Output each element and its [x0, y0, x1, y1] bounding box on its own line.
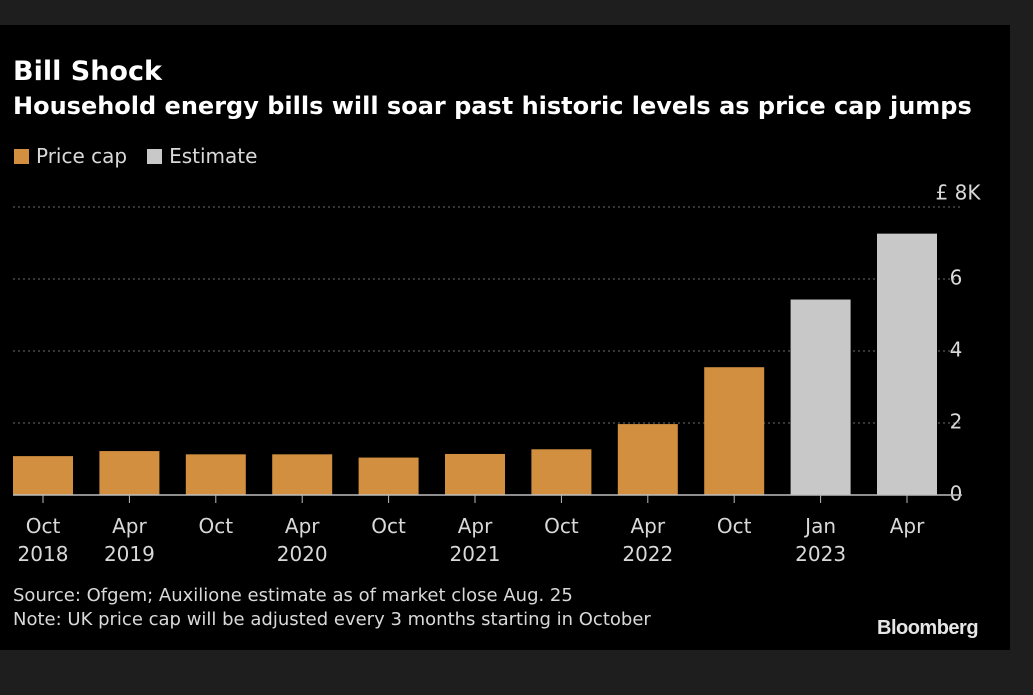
- bar: [877, 233, 937, 495]
- y-tick-label: 6: [950, 266, 963, 290]
- legend-item-price-cap: Price cap: [14, 144, 127, 168]
- x-tick-label-year: 2021: [450, 542, 501, 566]
- x-tick-label: Apr: [458, 514, 493, 538]
- x-tick-label: Apr: [630, 514, 665, 538]
- bar: [99, 451, 160, 495]
- x-tick-label-year: 2022: [622, 542, 673, 566]
- x-tick-label: Apr: [890, 514, 925, 538]
- y-tick-label: £ 8K: [936, 181, 982, 205]
- x-tick-label: Apr: [285, 514, 320, 538]
- methodology-note: Note: UK price cap will be adjusted ever…: [13, 609, 651, 630]
- chart-panel: Bill Shock Household energy bills will s…: [0, 25, 1010, 650]
- x-tick-label: Oct: [26, 514, 61, 538]
- x-tick-label: Oct: [371, 514, 406, 538]
- chart-title: Bill Shock: [13, 56, 162, 87]
- bar: [617, 424, 678, 495]
- bar-chart: 0 2 4 6 £ 8K Oct 2018 Apr 2019 Oct Apr 2020 Oct Apr 20…: [13, 181, 982, 566]
- bar: [272, 454, 333, 495]
- chart-subtitle: Household energy bills will soar past hi…: [13, 92, 972, 120]
- legend: Price cap Estimate: [14, 144, 257, 168]
- bloomberg-logo: Bloomberg: [877, 617, 979, 639]
- bar: [704, 367, 765, 495]
- y-tick-label: 2: [950, 410, 963, 434]
- x-tick-label-year: 2019: [104, 542, 155, 566]
- source-note: Source: Ofgem; Auxilione estimate as of …: [13, 585, 573, 606]
- bar: [531, 449, 592, 495]
- bar: [790, 299, 851, 495]
- x-tick-label: Oct: [199, 514, 234, 538]
- x-tick-label-year: 2023: [795, 542, 846, 566]
- legend-item-estimate: Estimate: [147, 144, 257, 168]
- legend-swatch-price-cap: [14, 148, 29, 164]
- footnotes: Source: Ofgem; Auxilione estimate as of …: [13, 584, 651, 632]
- bar: [185, 454, 246, 495]
- bar: [358, 457, 419, 495]
- x-tick-label: Oct: [544, 514, 579, 538]
- x-tick-label: Apr: [112, 514, 147, 538]
- y-tick-label: 4: [950, 338, 963, 362]
- bar: [445, 453, 505, 495]
- y-tick-label: 0: [950, 482, 963, 506]
- x-tick-label-year: 2020: [277, 542, 328, 566]
- legend-label-estimate: Estimate: [169, 144, 258, 168]
- x-tick-label: Jan: [803, 514, 836, 538]
- x-tick-label-year: 2018: [18, 542, 69, 566]
- legend-swatch-estimate: [147, 148, 163, 164]
- legend-label-price-cap: Price cap: [36, 144, 128, 168]
- x-tick-label: Oct: [717, 514, 752, 538]
- bar: [13, 456, 73, 495]
